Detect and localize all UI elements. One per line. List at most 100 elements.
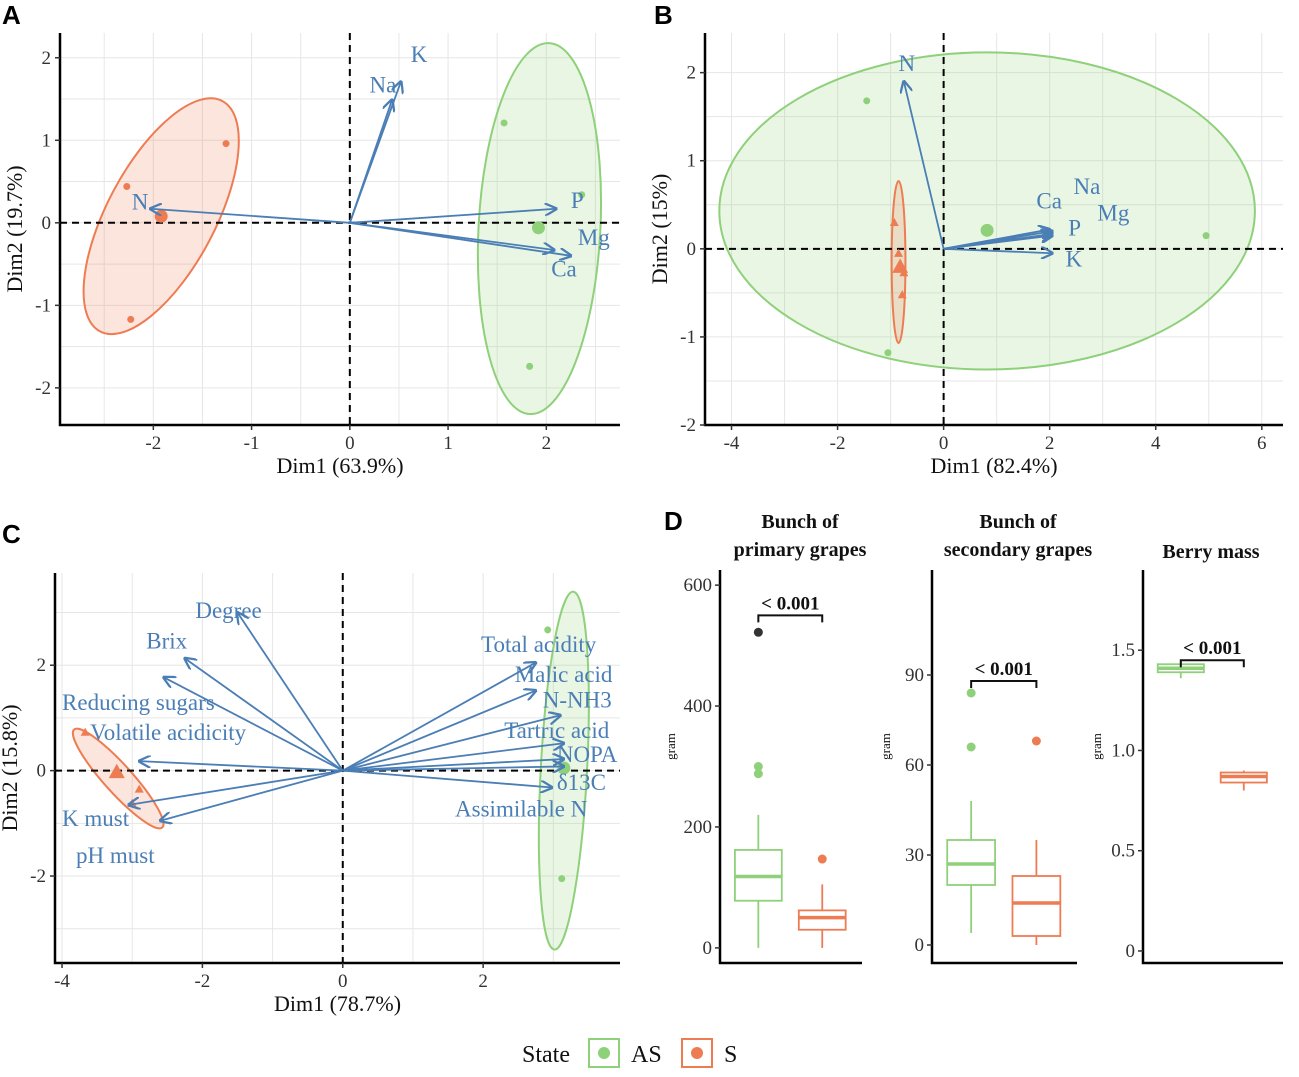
loading-label: Malic acid [515, 662, 613, 687]
centroid-s [892, 258, 909, 273]
x-tick-label: -1 [244, 433, 260, 454]
x-tick-label: -2 [830, 433, 846, 454]
loading-label: P [1068, 216, 1081, 241]
y-tick-label: 200 [684, 817, 713, 838]
box-s [797, 909, 847, 931]
outlier-point [753, 762, 763, 771]
x-axis-title: Dim1 (63.9%) [276, 453, 403, 478]
data-point-s [123, 182, 131, 190]
loading-arrow [349, 221, 554, 250]
y-axis-title: Dim2 (15%) [647, 174, 672, 285]
loading-arrow [237, 613, 344, 772]
data-point-as [578, 191, 586, 199]
loading-label: Brix [146, 628, 187, 653]
centroid-s [108, 763, 125, 779]
axis-frame [1141, 570, 1283, 965]
significance-bracket [970, 680, 1038, 688]
data-point-as [544, 626, 552, 634]
loading-arrow [185, 658, 344, 772]
loading-arrow [160, 769, 344, 821]
y-axis-title: gram [1089, 733, 1104, 760]
x-tick-label: 2 [542, 433, 552, 454]
y-axis-title: gram [663, 733, 678, 760]
legend: State AS S [522, 1038, 737, 1068]
outlier-point [753, 769, 763, 779]
data-point-s [80, 727, 90, 736]
loading-arrow [164, 677, 344, 772]
y-tick-label: 2 [37, 655, 47, 676]
subplot-title: Berry mass [1162, 541, 1259, 563]
loading-arrow [342, 663, 536, 772]
boxplot-subplot: Bunch of secondary grapes < 0.001 0 30 60 90 gr… [878, 511, 1092, 965]
y-tick-label: 0 [42, 213, 52, 234]
loading-arrow [342, 769, 552, 788]
loading-arrow [342, 766, 564, 770]
y-tick-label: 0.5 [1111, 841, 1135, 862]
loading-arrow [342, 691, 536, 772]
loading-arrow [150, 209, 350, 224]
loading-label: Ca [551, 256, 577, 281]
loading-arrow [943, 249, 1053, 253]
legend-title: State [522, 1042, 570, 1068]
x-axis-title: Dim1 (78.7%) [274, 991, 401, 1016]
x-tick-label: -2 [194, 971, 210, 992]
panel-letter-a: A [2, 0, 21, 30]
legend-label-as: AS [631, 1042, 662, 1068]
loading-arrow [129, 769, 343, 805]
y-tick-label: 0 [703, 938, 713, 959]
x-tick-label: 2 [1045, 433, 1055, 454]
y-tick-label: 1 [42, 130, 52, 151]
loading-arrow [348, 100, 392, 224]
outlier-point [966, 688, 976, 698]
loading-label: K [1066, 246, 1083, 271]
data-point-s [127, 315, 135, 323]
y-axis-title: Dim2 (15.8%) [0, 704, 22, 831]
subplot-title: primary grapes [734, 539, 867, 561]
y-tick-label: 0 [915, 935, 925, 956]
loading-label: N [899, 51, 916, 76]
y-tick-label: 60 [905, 755, 924, 776]
significance-bracket [1179, 659, 1245, 668]
significance-bracket [757, 614, 824, 623]
y-tick-label: 600 [684, 575, 713, 596]
legend-label-s: S [724, 1042, 737, 1068]
axis-frame [718, 570, 862, 965]
y-tick-label: 1.0 [1111, 740, 1135, 761]
x-tick-label: -2 [145, 433, 161, 454]
x-tick-label: 4 [1151, 433, 1161, 454]
data-point-as [500, 119, 508, 127]
loading-label: Volatile acidicity [90, 720, 247, 745]
loading-label: Reducing sugars [62, 690, 215, 715]
data-point-s [897, 290, 907, 299]
centroid-as [531, 221, 545, 235]
x-tick-label: 0 [345, 433, 355, 454]
y-axis-title: gram [878, 733, 893, 760]
significance-label: < 0.001 [1183, 638, 1241, 659]
outlier-point [1031, 736, 1041, 746]
panel-c-biplot: Degree Brix Reducing sugars Volatile acidic… [0, 573, 620, 1016]
loading-label: Tartric acid [504, 718, 610, 743]
loading-arrow [342, 715, 561, 772]
x-axis-title: Dim1 (82.4%) [930, 453, 1057, 478]
x-tick-label: 0 [338, 971, 348, 992]
x-tick-label: -4 [724, 433, 740, 454]
y-tick-label: 90 [905, 665, 924, 686]
y-tick-label: 1.5 [1111, 640, 1135, 661]
loading-label: N-NH3 [543, 687, 612, 712]
outlier-point [817, 854, 827, 864]
subplot-title: Bunch of [979, 511, 1057, 533]
y-tick-label: 0 [1126, 941, 1136, 962]
y-axis-title: Dim2 (19.7%) [2, 165, 27, 292]
outlier-point-dark [753, 627, 763, 637]
loading-label: P [571, 188, 584, 213]
data-point-s [894, 248, 904, 257]
loading-label: Total acidity [481, 632, 597, 657]
data-point-s [889, 217, 899, 226]
data-point-s [134, 784, 144, 793]
y-tick-label: -1 [35, 295, 51, 316]
data-point-as [558, 875, 566, 883]
y-tick-label: 2 [687, 63, 697, 84]
y-tick-label: -2 [35, 378, 51, 399]
